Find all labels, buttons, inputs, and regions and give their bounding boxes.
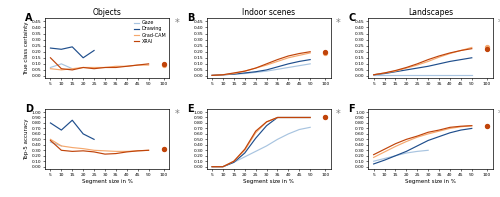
Text: *: * — [498, 109, 500, 119]
Text: E: E — [186, 104, 194, 114]
Text: B: B — [186, 13, 194, 23]
X-axis label: Segment size in %: Segment size in % — [244, 179, 294, 184]
Text: *: * — [174, 109, 179, 119]
X-axis label: Segment size in %: Segment size in % — [82, 179, 132, 184]
Text: *: * — [336, 18, 340, 28]
Text: F: F — [348, 104, 355, 114]
Title: Landscapes: Landscapes — [408, 8, 453, 17]
Y-axis label: Top-5 accuracy: Top-5 accuracy — [24, 118, 29, 160]
Text: A: A — [25, 13, 32, 23]
Text: C: C — [348, 13, 356, 23]
Text: D: D — [25, 104, 33, 114]
Title: Objects: Objects — [92, 8, 122, 17]
Legend: Gaze, Drawing, Grad-CAM, XRAI: Gaze, Drawing, Grad-CAM, XRAI — [132, 18, 168, 46]
X-axis label: Segment size in %: Segment size in % — [405, 179, 456, 184]
Title: Indoor scenes: Indoor scenes — [242, 8, 296, 17]
Text: *: * — [498, 18, 500, 28]
Y-axis label: True class certainty: True class certainty — [24, 21, 29, 75]
Text: *: * — [336, 109, 340, 119]
Text: *: * — [174, 18, 179, 28]
